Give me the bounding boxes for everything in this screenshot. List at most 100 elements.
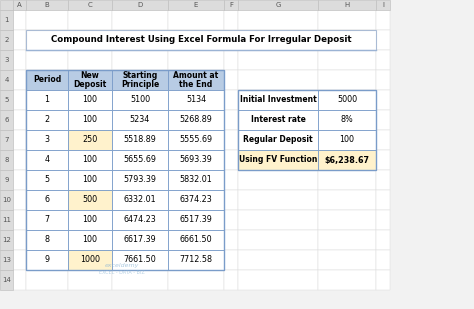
- Bar: [318, 90, 376, 110]
- Text: Period: Period: [33, 75, 61, 84]
- Bar: [168, 50, 224, 70]
- Bar: [68, 30, 112, 50]
- Bar: [238, 90, 376, 170]
- Bar: [68, 150, 112, 170]
- Bar: [168, 150, 224, 170]
- Bar: [68, 50, 112, 70]
- Text: 9: 9: [4, 177, 9, 183]
- Bar: [238, 230, 318, 250]
- Bar: [13, 0, 26, 10]
- Bar: [238, 0, 318, 10]
- Bar: [376, 130, 390, 150]
- Bar: [224, 110, 238, 130]
- Text: 5100: 5100: [130, 95, 150, 104]
- Bar: [26, 70, 224, 270]
- Bar: [238, 70, 318, 90]
- Bar: [318, 130, 376, 150]
- Bar: [0, 150, 13, 170]
- Bar: [13, 50, 26, 70]
- Bar: [112, 30, 168, 50]
- Bar: [26, 250, 68, 270]
- Text: G: G: [275, 2, 281, 8]
- Text: 7712.58: 7712.58: [180, 256, 212, 265]
- Text: 500: 500: [82, 196, 98, 205]
- Text: 1: 1: [4, 17, 9, 23]
- Bar: [318, 90, 376, 110]
- Bar: [376, 150, 390, 170]
- Text: 5268.89: 5268.89: [180, 116, 212, 125]
- Bar: [224, 210, 238, 230]
- Bar: [224, 250, 238, 270]
- Bar: [238, 90, 318, 110]
- Bar: [168, 10, 224, 30]
- Bar: [0, 210, 13, 230]
- Bar: [13, 250, 26, 270]
- Bar: [168, 170, 224, 190]
- Bar: [168, 70, 224, 90]
- Bar: [318, 110, 376, 130]
- Bar: [112, 250, 168, 270]
- Text: 5832.01: 5832.01: [180, 176, 212, 184]
- Bar: [318, 250, 376, 270]
- Bar: [26, 150, 68, 170]
- Bar: [112, 170, 168, 190]
- Bar: [112, 110, 168, 130]
- Bar: [26, 30, 68, 50]
- Text: Initial Investment: Initial Investment: [240, 95, 316, 104]
- Text: 2: 2: [45, 116, 50, 125]
- Bar: [112, 250, 168, 270]
- Bar: [168, 30, 224, 50]
- Bar: [68, 70, 112, 90]
- Text: Interest rate: Interest rate: [251, 116, 305, 125]
- Text: 9: 9: [45, 256, 50, 265]
- Bar: [26, 90, 68, 110]
- Bar: [238, 250, 318, 270]
- Bar: [112, 70, 168, 90]
- Bar: [318, 30, 376, 50]
- Bar: [318, 270, 376, 290]
- Text: 1: 1: [45, 95, 49, 104]
- Text: 7: 7: [45, 215, 50, 225]
- Bar: [376, 270, 390, 290]
- Bar: [318, 170, 376, 190]
- Bar: [224, 10, 238, 30]
- Bar: [168, 130, 224, 150]
- Bar: [168, 250, 224, 270]
- Bar: [13, 150, 26, 170]
- Text: 12: 12: [2, 237, 11, 243]
- Bar: [26, 130, 68, 150]
- Text: EXCEL - DATA - BIZ: EXCEL - DATA - BIZ: [99, 270, 145, 276]
- Text: Starting
Principle: Starting Principle: [121, 71, 159, 89]
- Text: H: H: [345, 2, 350, 8]
- Bar: [0, 0, 13, 10]
- Text: Regular Deposit: Regular Deposit: [243, 136, 313, 145]
- Bar: [13, 190, 26, 210]
- Text: 1000: 1000: [80, 256, 100, 265]
- Bar: [13, 270, 26, 290]
- Text: 6374.23: 6374.23: [180, 196, 212, 205]
- Bar: [318, 150, 376, 170]
- Bar: [112, 90, 168, 110]
- Text: 6: 6: [4, 117, 9, 123]
- Bar: [238, 50, 318, 70]
- Bar: [0, 270, 13, 290]
- Bar: [238, 130, 318, 150]
- Text: Compound Interest Using Excel Formula For Irregular Deposit: Compound Interest Using Excel Formula Fo…: [51, 36, 351, 44]
- Bar: [168, 110, 224, 130]
- Bar: [168, 210, 224, 230]
- Bar: [168, 90, 224, 110]
- Bar: [68, 70, 112, 90]
- Bar: [13, 170, 26, 190]
- Bar: [112, 190, 168, 210]
- Bar: [376, 250, 390, 270]
- Bar: [238, 210, 318, 230]
- Bar: [26, 270, 68, 290]
- Bar: [318, 190, 376, 210]
- Bar: [168, 190, 224, 210]
- Bar: [224, 170, 238, 190]
- Bar: [168, 230, 224, 250]
- Bar: [13, 130, 26, 150]
- Bar: [238, 130, 318, 150]
- Bar: [224, 190, 238, 210]
- Text: 5: 5: [45, 176, 50, 184]
